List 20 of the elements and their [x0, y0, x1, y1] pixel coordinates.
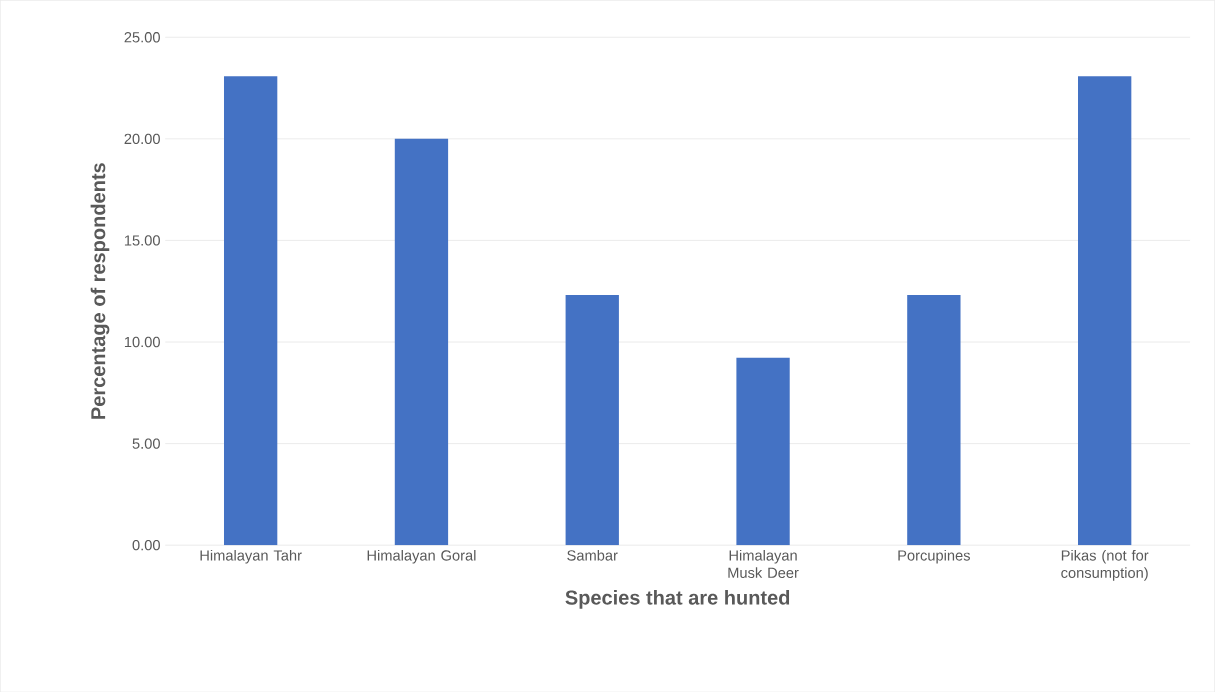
x-tick-label: Sambar	[567, 549, 618, 561]
y-tick-label: 10.00	[124, 336, 160, 347]
x-axis-title: Species that are hunted	[565, 589, 790, 609]
y-tick-label: 0.00	[132, 539, 160, 551]
y-tick-label: 20.00	[124, 133, 160, 144]
x-tick-label: Pikas (not for consumption)	[1061, 549, 1149, 581]
bar	[907, 294, 961, 545]
x-tick-label: Himalayan Goral	[367, 549, 476, 564]
y-tick-label: 15.00	[124, 235, 160, 246]
bar	[736, 357, 790, 545]
x-tick-label: Porcupines	[898, 549, 970, 564]
bar	[223, 76, 278, 545]
y-tick-label: 5.00	[132, 438, 160, 449]
bar	[394, 138, 449, 545]
y-axis-title: Percentage of respondents	[90, 162, 110, 419]
bar	[565, 294, 619, 545]
x-tick-label: Himalayan Tahr	[200, 549, 302, 564]
x-tick-label: Himalayan Musk Deer	[728, 549, 799, 578]
bar	[1078, 76, 1132, 545]
y-tick-label: 25.00	[124, 31, 160, 43]
